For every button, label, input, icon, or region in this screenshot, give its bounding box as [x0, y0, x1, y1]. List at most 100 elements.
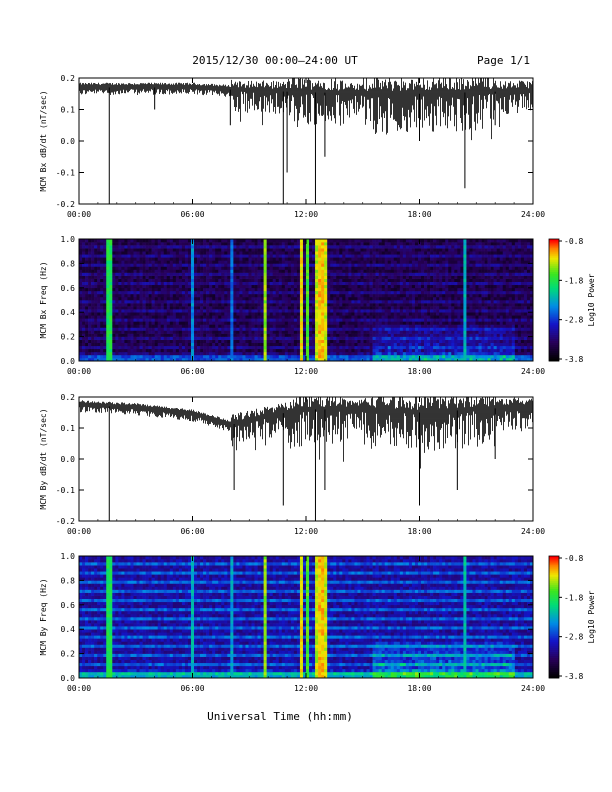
heat-cell	[327, 324, 331, 328]
heat-cell	[215, 315, 219, 319]
heat-cell	[390, 315, 395, 319]
heat-cell	[324, 266, 328, 270]
heat-cell	[190, 327, 195, 331]
heat-cell	[100, 309, 104, 313]
heat-cell	[194, 354, 198, 359]
heat-cell	[109, 339, 113, 343]
heat-cell	[209, 290, 213, 295]
heat-cell	[127, 312, 131, 316]
heat-cell	[160, 345, 165, 350]
heat-cell	[263, 351, 267, 356]
heat-cell	[284, 309, 289, 313]
heat-cell	[454, 309, 458, 313]
heat-cell	[124, 284, 128, 289]
heat-cell	[215, 345, 219, 350]
heat-cell	[511, 284, 516, 289]
heat-cell	[454, 315, 458, 319]
heat-cell	[160, 330, 165, 334]
heat-cell	[206, 339, 210, 343]
heat-cell	[514, 306, 519, 310]
heat-cell	[309, 327, 313, 331]
heat-cell	[130, 333, 134, 337]
heat-cell	[103, 309, 107, 313]
heat-cell	[381, 339, 385, 343]
heat-cell	[103, 318, 107, 322]
heat-cell	[315, 351, 319, 356]
heat-cell	[278, 293, 283, 298]
heat-cell	[393, 293, 398, 298]
heat-cell	[190, 351, 195, 356]
heat-cell	[278, 275, 283, 279]
heat-cell	[451, 321, 455, 325]
heat-cell	[254, 330, 258, 334]
heat-cell	[160, 312, 165, 316]
heat-cell	[85, 275, 89, 279]
heat-cell	[290, 345, 295, 350]
heat-cell	[290, 336, 295, 340]
heat-cell	[454, 293, 458, 298]
heat-cell	[203, 312, 207, 316]
heat-cell	[230, 303, 234, 307]
heat-cell	[354, 339, 358, 343]
heat-cell	[184, 330, 189, 334]
heat-cell	[236, 315, 240, 319]
heat-cell	[245, 278, 249, 282]
heat-cell	[118, 269, 122, 273]
heat-cell	[260, 321, 264, 325]
heat-cell	[148, 312, 152, 316]
heat-cell	[448, 348, 452, 353]
heat-cell	[233, 281, 237, 286]
heat-cell	[124, 321, 128, 325]
heat-cell	[127, 309, 131, 313]
heat-cell	[190, 293, 195, 298]
heat-cell	[396, 354, 401, 359]
heat-cell	[502, 354, 507, 359]
heat-cell	[215, 287, 219, 292]
heat-cell	[254, 281, 258, 286]
heat-cell	[136, 312, 140, 316]
heat-cell	[487, 287, 491, 292]
heat-cell	[139, 306, 143, 310]
heat-cell	[372, 315, 376, 319]
heat-cell	[511, 290, 516, 295]
heat-cell	[163, 272, 168, 276]
heat-cell	[354, 281, 358, 286]
heat-cell	[166, 345, 171, 350]
heat-cell	[181, 303, 186, 307]
heat-cell	[463, 272, 467, 276]
heat-cell	[160, 266, 165, 270]
heat-cell	[139, 324, 143, 328]
heat-cell	[526, 300, 531, 304]
heat-cell	[475, 336, 479, 340]
heat-cell	[121, 315, 125, 319]
heat-cell	[133, 318, 137, 322]
heat-cell	[309, 287, 313, 292]
heat-cell	[275, 327, 280, 331]
heat-cell	[469, 345, 473, 350]
heat-cell	[517, 336, 522, 340]
heat-cell	[330, 275, 334, 279]
heat-cell	[451, 281, 455, 286]
heat-cell	[109, 318, 113, 322]
heat-cell	[227, 278, 231, 282]
heat-cell	[309, 293, 313, 298]
heat-cell	[94, 330, 98, 334]
heat-cell	[424, 272, 428, 276]
heat-cell	[263, 284, 267, 289]
heat-cell	[324, 321, 328, 325]
heat-cell	[124, 266, 128, 270]
heat-cell	[100, 318, 104, 322]
heat-cell	[345, 300, 349, 304]
heat-cell	[306, 348, 310, 353]
heat-cell	[254, 260, 258, 264]
heat-cell	[281, 266, 286, 270]
heat-cell	[424, 339, 428, 343]
heat-cell	[133, 330, 137, 334]
heat-cell	[97, 293, 101, 298]
heat-cell	[184, 315, 189, 319]
heat-cell	[263, 281, 267, 286]
heat-cell	[505, 348, 510, 353]
heat-cell	[175, 275, 180, 279]
heat-cell	[451, 300, 455, 304]
heat-cell	[209, 260, 213, 264]
